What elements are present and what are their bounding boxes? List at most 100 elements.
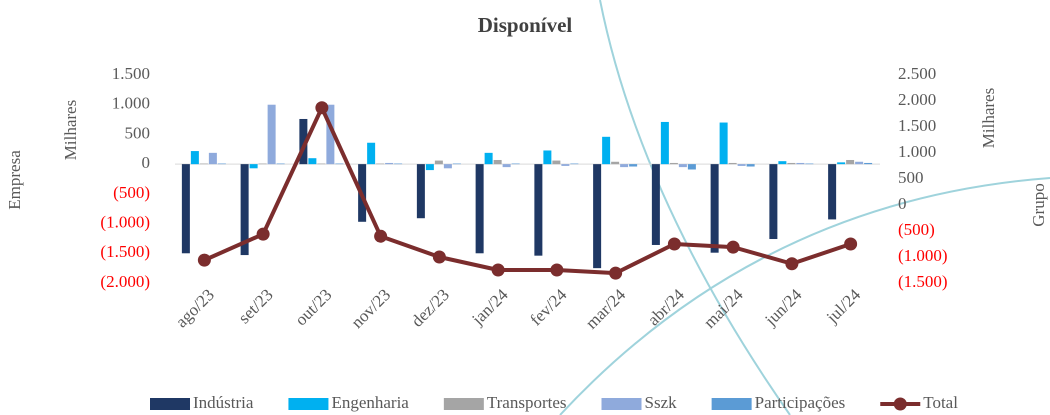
line-marker	[197, 253, 211, 267]
y2-tick-label: 1.500	[898, 116, 936, 135]
legend-swatch	[601, 398, 642, 410]
bar	[620, 164, 629, 168]
bar	[317, 163, 326, 165]
bar	[602, 136, 611, 165]
bar	[475, 164, 484, 254]
bar	[484, 152, 493, 165]
bar	[181, 164, 190, 254]
bar	[217, 163, 226, 165]
bar	[335, 163, 344, 165]
bar	[511, 163, 520, 165]
bar	[276, 163, 285, 165]
bar	[249, 164, 258, 169]
bar	[267, 104, 276, 165]
bar	[367, 142, 376, 165]
bar	[240, 164, 249, 256]
x-tick-label: jul/24	[822, 285, 865, 328]
bar	[376, 163, 385, 165]
bar	[728, 162, 737, 165]
bar	[443, 164, 452, 169]
bar	[769, 164, 778, 240]
line-marker	[609, 266, 623, 280]
bar	[199, 163, 208, 165]
line-marker	[726, 240, 740, 254]
bar	[452, 163, 461, 165]
bar	[651, 164, 660, 245]
x-tick-label: jun/24	[761, 285, 806, 330]
x-tick-label: out/23	[291, 285, 335, 329]
line-marker	[785, 257, 799, 271]
legend-swatch	[443, 398, 484, 410]
bar	[208, 152, 217, 165]
bar	[416, 164, 425, 219]
legend-swatch	[288, 398, 329, 410]
legend-label: Sszk	[645, 393, 678, 412]
bar	[796, 162, 805, 165]
x-tick-label: set/23	[235, 285, 277, 327]
bar	[828, 164, 837, 220]
x-tick-label: dez/23	[407, 285, 452, 330]
legend-label: Transportes	[487, 393, 567, 412]
bar	[394, 163, 403, 165]
y2-tick-label: (1.000)	[898, 246, 948, 265]
bar	[719, 122, 728, 165]
chart-title: Disponível	[478, 13, 573, 37]
bar	[502, 164, 511, 168]
y2-tick-label: (500)	[898, 220, 935, 239]
bar	[299, 118, 308, 165]
y2-tick-label: 2.500	[898, 64, 936, 83]
y-tick-label: (500)	[113, 183, 150, 202]
y-tick-label: 500	[125, 123, 151, 142]
bar	[855, 161, 864, 165]
line-marker	[550, 263, 564, 277]
y2-axis-title: Grupo	[1029, 183, 1048, 226]
y-tick-label: (1.500)	[100, 242, 150, 261]
legend-label: Participações	[755, 393, 846, 412]
y-axis-title: Empresa	[5, 150, 24, 210]
bar	[326, 104, 335, 165]
line-marker	[374, 229, 388, 243]
x-tick-label: fev/24	[526, 285, 570, 329]
bar	[678, 164, 687, 168]
decor-arc	[599, 0, 791, 415]
bar	[846, 159, 855, 165]
line-marker	[432, 250, 446, 264]
bar	[493, 159, 502, 165]
legend-label: Indústria	[193, 393, 254, 412]
y2-axis-label: Milhares	[979, 88, 998, 148]
y-axis-label: Milhares	[61, 100, 80, 160]
legend-label: Total	[923, 393, 958, 412]
y-tick-label: (1.000)	[100, 212, 150, 231]
bar	[308, 158, 317, 165]
line-marker	[844, 237, 858, 251]
y-tick-label: 0	[142, 153, 151, 172]
bar	[543, 150, 552, 165]
y-tick-label: 1.500	[112, 64, 150, 83]
legend-swatch	[711, 398, 752, 410]
bar	[737, 164, 746, 166]
bar	[660, 121, 669, 165]
line-marker	[667, 237, 681, 251]
bar	[434, 160, 443, 165]
bar	[629, 164, 638, 167]
y-tick-label: (2.000)	[100, 272, 150, 291]
x-tick-label: ago/23	[172, 285, 218, 331]
x-tick-label: mar/24	[582, 285, 630, 333]
bar	[746, 164, 755, 167]
line-series	[203, 105, 852, 276]
bar	[552, 160, 561, 165]
y2-tick-label: (1.500)	[898, 272, 948, 291]
bar	[687, 164, 696, 170]
bar	[593, 164, 602, 269]
y2-tick-label: 2.000	[898, 90, 936, 109]
bar	[258, 163, 267, 165]
y-tick-label: 1.000	[112, 94, 150, 113]
bar	[669, 162, 678, 165]
legend-swatch	[150, 398, 190, 410]
bar	[710, 164, 719, 253]
bar	[837, 162, 846, 165]
bar	[611, 161, 620, 165]
x-tick-label: jan/24	[468, 285, 513, 330]
bar	[805, 163, 814, 165]
